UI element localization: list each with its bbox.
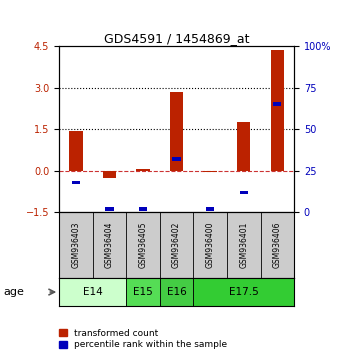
- Text: GSM936405: GSM936405: [139, 222, 148, 268]
- Bar: [193, 278, 294, 306]
- Bar: [240, 191, 248, 194]
- Text: GSM936406: GSM936406: [273, 222, 282, 268]
- Bar: [172, 158, 181, 161]
- Text: E14: E14: [83, 287, 103, 297]
- Bar: [69, 131, 83, 171]
- Text: GSM936402: GSM936402: [172, 222, 181, 268]
- Bar: [270, 50, 284, 171]
- Text: E15: E15: [133, 287, 153, 297]
- Text: age: age: [3, 287, 24, 297]
- Text: E17.5: E17.5: [229, 287, 259, 297]
- Bar: [103, 171, 116, 178]
- Text: GSM936401: GSM936401: [239, 222, 248, 268]
- Bar: [136, 169, 150, 171]
- Text: GSM936404: GSM936404: [105, 222, 114, 268]
- Bar: [160, 278, 193, 306]
- Text: GSM936403: GSM936403: [71, 222, 80, 268]
- Bar: [203, 171, 217, 172]
- Bar: [206, 207, 214, 211]
- Text: GSM936400: GSM936400: [206, 222, 215, 268]
- Bar: [273, 102, 282, 106]
- Bar: [170, 92, 183, 171]
- Legend: transformed count, percentile rank within the sample: transformed count, percentile rank withi…: [58, 329, 227, 349]
- Bar: [139, 207, 147, 211]
- Bar: [126, 278, 160, 306]
- Bar: [59, 278, 126, 306]
- Bar: [237, 122, 250, 171]
- Bar: [72, 181, 80, 184]
- Bar: [105, 207, 114, 211]
- Text: E16: E16: [167, 287, 187, 297]
- Title: GDS4591 / 1454869_at: GDS4591 / 1454869_at: [104, 32, 249, 45]
